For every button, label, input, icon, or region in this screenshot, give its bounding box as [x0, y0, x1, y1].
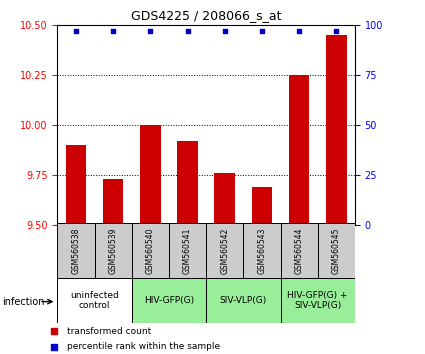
Point	[110, 28, 116, 34]
Text: GSM560542: GSM560542	[220, 227, 229, 274]
Title: GDS4225 / 208066_s_at: GDS4225 / 208066_s_at	[131, 9, 281, 22]
Point	[184, 28, 191, 34]
Bar	[132, 278, 206, 323]
Bar	[177, 141, 198, 225]
Text: GSM560540: GSM560540	[146, 227, 155, 274]
Point	[221, 28, 228, 34]
Text: SIV-VLP(G): SIV-VLP(G)	[220, 296, 267, 305]
Point	[296, 28, 303, 34]
Bar	[132, 223, 169, 278]
Bar	[57, 278, 132, 323]
Bar	[280, 278, 355, 323]
Text: percentile rank within the sample: percentile rank within the sample	[67, 342, 220, 352]
Bar	[66, 145, 86, 225]
Text: GSM560538: GSM560538	[71, 227, 80, 274]
Bar	[57, 223, 94, 278]
Bar	[140, 125, 161, 225]
Point	[333, 28, 340, 34]
Bar	[206, 278, 280, 323]
Bar	[289, 75, 309, 225]
Point	[258, 28, 265, 34]
Text: GSM560539: GSM560539	[109, 227, 118, 274]
Bar	[215, 173, 235, 225]
Point	[50, 344, 57, 350]
Bar	[206, 223, 243, 278]
Text: GSM560544: GSM560544	[295, 227, 303, 274]
Bar	[252, 187, 272, 225]
Bar	[169, 223, 206, 278]
Bar	[94, 223, 132, 278]
Text: GSM560543: GSM560543	[258, 227, 266, 274]
Bar	[326, 35, 346, 225]
Bar	[317, 223, 355, 278]
Text: GSM560545: GSM560545	[332, 227, 341, 274]
Text: GSM560541: GSM560541	[183, 227, 192, 274]
Text: uninfected
control: uninfected control	[70, 291, 119, 310]
Text: transformed count: transformed count	[67, 326, 151, 336]
Bar	[103, 179, 123, 225]
Text: HIV-GFP(G): HIV-GFP(G)	[144, 296, 194, 305]
Bar	[280, 223, 317, 278]
Point	[73, 28, 79, 34]
Text: infection: infection	[2, 297, 45, 307]
Point	[50, 328, 57, 334]
Bar	[243, 223, 280, 278]
Point	[147, 28, 154, 34]
Text: HIV-GFP(G) +
SIV-VLP(G): HIV-GFP(G) + SIV-VLP(G)	[287, 291, 348, 310]
